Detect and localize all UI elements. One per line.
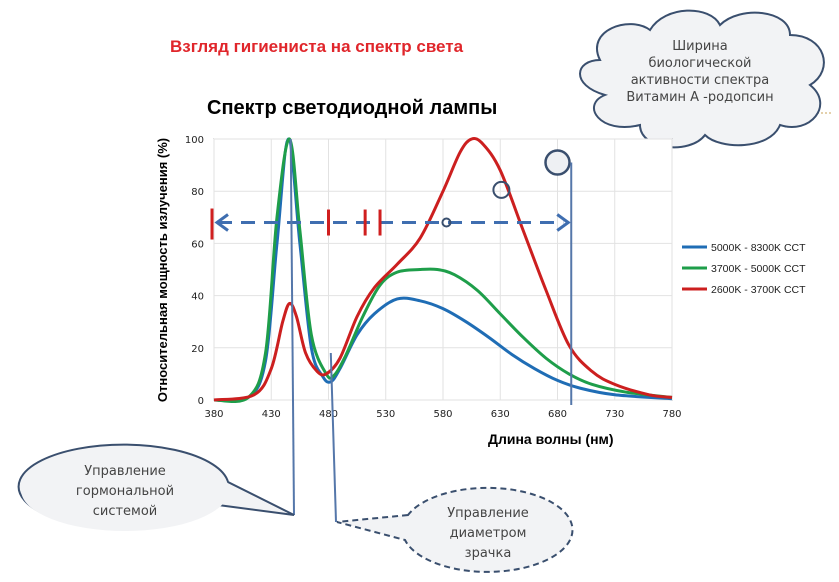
y-tick-label: 40 <box>191 292 204 303</box>
cloud-line: Витамин А -родопсин <box>626 90 773 105</box>
slide-title: Взгляд гигиениста на спектр света <box>170 37 464 56</box>
pupil-callout: Управление диаметром зрачка <box>336 486 574 573</box>
x-tick-label: 380 <box>204 409 223 420</box>
cloud-line: Ширина <box>672 39 728 54</box>
arrow-right-head <box>556 213 571 232</box>
x-tick-label: 780 <box>662 409 681 420</box>
y-tick-label: 100 <box>185 135 204 146</box>
legend-label: 5000K - 8300K CCT <box>711 242 806 254</box>
callout-line: системой <box>93 504 158 519</box>
callout-line: Управление <box>447 506 529 521</box>
x-tick-label: 680 <box>548 409 567 420</box>
chart-title: Спектр светодиодной лампы <box>207 97 497 119</box>
y-tick-label: 0 <box>198 396 204 407</box>
y-tick-label: 80 <box>191 187 204 198</box>
arrow-left-head <box>214 213 229 232</box>
legend-label: 3700K - 5000K CCT <box>711 263 806 275</box>
callout-line: Управление <box>84 464 166 479</box>
y-axis-label: Относительная мощность излучения (%) <box>155 138 170 402</box>
x-tick-label: 430 <box>262 409 281 420</box>
x-tick-label: 730 <box>605 409 624 420</box>
callout-line: диаметром <box>450 526 527 541</box>
x-axis-label: Длина волны (нм) <box>488 431 614 447</box>
series-line-1 <box>213 137 673 404</box>
y-tick-label: 20 <box>191 344 204 355</box>
vertical-line-hormonal <box>289 138 295 516</box>
small-circle <box>441 217 452 228</box>
legend-label: 2600K - 3700K CCT <box>711 284 806 296</box>
x-tick-label: 480 <box>319 409 338 420</box>
chart-axes: 380 430 480 530 580 630 680 730 780 0 20 40 60 80 100 <box>185 135 682 420</box>
medium-circle <box>492 180 511 199</box>
chart-series <box>213 137 673 404</box>
cloud-line: биологической <box>648 56 751 71</box>
y-tick-label: 60 <box>191 239 204 250</box>
hormonal-callout: Управление гормональной системой <box>17 443 295 531</box>
chart-annotations <box>210 138 573 523</box>
x-tick-label: 580 <box>433 409 452 420</box>
series-line-2 <box>213 137 673 402</box>
callout-line: зрачка <box>465 546 512 561</box>
callout-line: гормональной <box>76 484 174 499</box>
legend: 5000K - 8300K CCT 3700K - 5000K CCT 2600K … <box>682 242 806 296</box>
x-tick-label: 530 <box>376 409 395 420</box>
large-circle <box>544 149 571 176</box>
cloud-line: активности спектра <box>631 73 770 88</box>
cloud-callout: Ширина биологической активности спектра … <box>579 9 825 149</box>
vertical-line-pupil <box>329 352 337 523</box>
x-tick-label: 630 <box>491 409 510 420</box>
